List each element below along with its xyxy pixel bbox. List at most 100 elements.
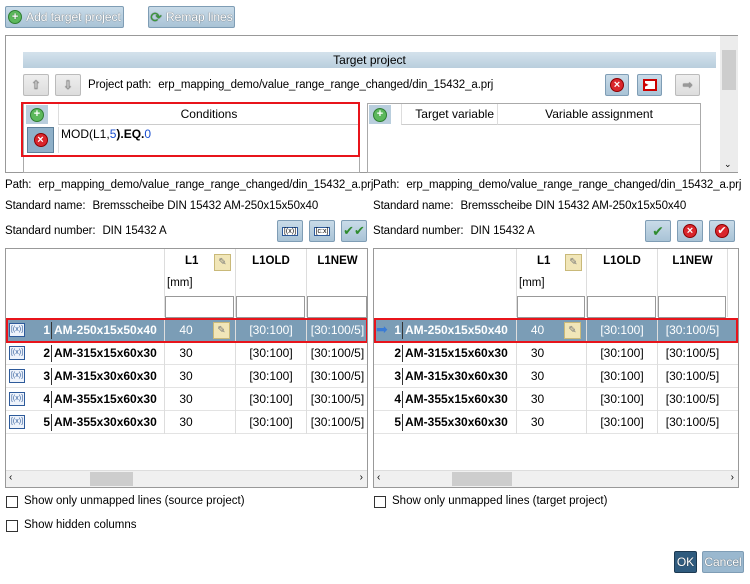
cell-l1[interactable]: 30 [516,388,558,411]
cancel-button[interactable]: Cancel [702,551,744,573]
column-filter-input[interactable] [236,296,305,318]
cell-l1old[interactable]: [30:100] [586,319,657,342]
double-check-icon: ✔✔ [343,223,365,238]
condition-expression[interactable]: MOD(L1,5).EQ.0 [58,127,356,153]
cell-l1old[interactable]: [30:100] [586,342,657,365]
cell-l1[interactable]: 40 [164,319,207,342]
reset-button[interactable]: ✔ [709,220,735,242]
cell-l1[interactable]: 40 [516,319,558,342]
chevron-left-icon[interactable]: ‹ [9,472,13,483]
cell-l1new[interactable]: [30:100/5] [657,388,727,411]
line-icon[interactable]: [(x)] [9,369,25,383]
chevron-down-icon[interactable]: ⌄ [724,159,732,169]
cell-l1new[interactable]: [30:100/5] [657,342,727,365]
cell-l1new[interactable]: [30:100/5] [306,411,367,434]
condition-arg: 5 [109,127,117,141]
column-l1[interactable]: L1 [mm] ✎ [164,249,235,317]
chevron-right-icon[interactable]: › [359,472,363,483]
scrollbar-thumb[interactable] [90,472,133,486]
cell-l1old[interactable]: [30:100] [235,342,306,365]
table-row[interactable]: ➡ 1 AM-250x15x50x40 40 ✎ [30:100] [30:100/5] [374,319,738,342]
column-l1old[interactable]: L1OLD [235,249,306,317]
row-number: 5 [394,415,401,429]
cell-l1old[interactable]: [30:100] [235,365,306,388]
column-filter-input[interactable] [658,296,726,318]
add-condition-button[interactable]: + [26,105,48,124]
reject-button[interactable]: × [677,220,703,242]
edit-pencil-icon[interactable]: ✎ [565,254,582,271]
vertical-scrollbar[interactable]: ⌄ [720,36,738,172]
table-row[interactable]: 2 AM-315x15x60x30 30 [30:100] [30:100/5] [374,342,738,365]
project-path-line: Project path: erp_mapping_demo/value_ran… [88,79,493,91]
line-icon[interactable]: [(x)] [9,346,25,360]
cell-l1new[interactable]: [30:100/5] [306,342,367,365]
column-filter-input[interactable] [307,296,367,318]
cell-l1new[interactable]: [30:100/5] [306,388,367,411]
column-filter-input[interactable] [165,296,234,318]
edit-pencil-icon[interactable]: ✎ [214,254,231,271]
edit-pencil-icon[interactable]: ✎ [564,322,581,339]
ok-button[interactable]: OK [674,551,697,573]
line-icon[interactable]: [(x)] [9,392,25,406]
edit-pencil-icon[interactable]: ✎ [213,322,230,339]
column-filter-input[interactable] [517,296,585,318]
move-down-button[interactable]: ⇩ [55,74,81,96]
cell-l1[interactable]: 30 [164,365,207,388]
table-row[interactable]: 4 AM-355x15x60x30 30 [30:100] [30:100/5] [374,388,738,411]
column-l1old[interactable]: L1OLD [586,249,657,317]
cell-l1old[interactable]: [30:100] [586,365,657,388]
horizontal-scrollbar[interactable]: ‹ › [374,470,738,487]
cell-l1[interactable]: 30 [516,411,558,434]
cell-l1[interactable]: 30 [516,365,558,388]
move-up-button[interactable]: ⇧ [23,74,49,96]
table-row[interactable]: [(x)] 4 AM-355x15x60x30 30 [30:100] [30:100/5… [6,388,367,411]
column-extra[interactable] [727,249,738,317]
column-l1[interactable]: L1 [mm] ✎ [516,249,586,317]
unmapped-target-checkbox[interactable] [374,496,386,508]
cell-l1[interactable]: 30 [164,388,207,411]
cell-l1old[interactable]: [30:100] [586,388,657,411]
cell-l1new[interactable]: [30:100/5] [657,319,727,342]
delete-condition-button[interactable]: × [27,127,54,153]
next-button[interactable]: ➡ [675,74,700,96]
cell-l1[interactable]: 30 [164,411,207,434]
cell-l1old[interactable]: [30:100] [235,319,306,342]
column-filter-input[interactable] [587,296,656,318]
cell-l1old[interactable]: [30:100] [235,411,306,434]
column-l1new[interactable]: L1NEW [657,249,727,317]
scrollbar-thumb[interactable] [722,50,736,90]
table-row[interactable]: [(x)] 3 AM-315x30x60x30 30 [30:100] [30:100/5… [6,365,367,388]
table-row[interactable]: 5 AM-355x30x60x30 30 [30:100] [30:100/5] [374,411,738,434]
map-expression-button[interactable]: [c:x] [309,220,335,242]
cell-l1old[interactable]: [30:100] [235,388,306,411]
cell-l1new[interactable]: [30:100/5] [306,319,367,342]
open-project-button[interactable]: ▸ [637,74,662,96]
table-row[interactable]: [(x)] 5 AM-355x30x60x30 30 [30:100] [30:100/5… [6,411,367,434]
add-assignment-button[interactable]: + [369,105,391,124]
chevron-right-icon[interactable]: › [730,472,734,483]
unmapped-source-checkbox[interactable] [6,496,18,508]
remap-lines-button[interactable]: ⟳ Remap lines [148,6,235,28]
hidden-columns-checkbox[interactable] [6,520,18,532]
column-l1new[interactable]: L1NEW [306,249,367,317]
accept-button[interactable]: ✔ [645,220,671,242]
cell-l1new[interactable]: [30:100/5] [657,411,727,434]
cell-l1new[interactable]: [30:100/5] [306,365,367,388]
add-target-project-button[interactable]: + Add target project [5,6,124,28]
cell-l1new[interactable]: [30:100/5] [657,365,727,388]
map-lines-button[interactable]: [(x)] [277,220,303,242]
remove-target-button[interactable]: × [605,74,629,96]
line-icon[interactable]: [(x)] [9,323,25,337]
line-icon[interactable]: [(x)] [9,415,25,429]
confirm-all-button[interactable]: ✔✔ [341,220,367,242]
scrollbar-thumb[interactable] [452,472,512,486]
cell-l1[interactable]: 30 [516,342,558,365]
target-std-num-value: DIN 15432 A [470,225,535,237]
table-row[interactable]: 3 AM-315x30x60x30 30 [30:100] [30:100/5] [374,365,738,388]
horizontal-scrollbar[interactable]: ‹ › [6,470,367,487]
cell-l1[interactable]: 30 [164,342,207,365]
chevron-left-icon[interactable]: ‹ [377,472,381,483]
unmapped-source-label: Show only unmapped lines (source project… [24,495,245,507]
cell-l1old[interactable]: [30:100] [586,411,657,434]
table-row[interactable]: [(x)] 2 AM-315x15x60x30 30 [30:100] [30:100/5… [6,342,367,365]
